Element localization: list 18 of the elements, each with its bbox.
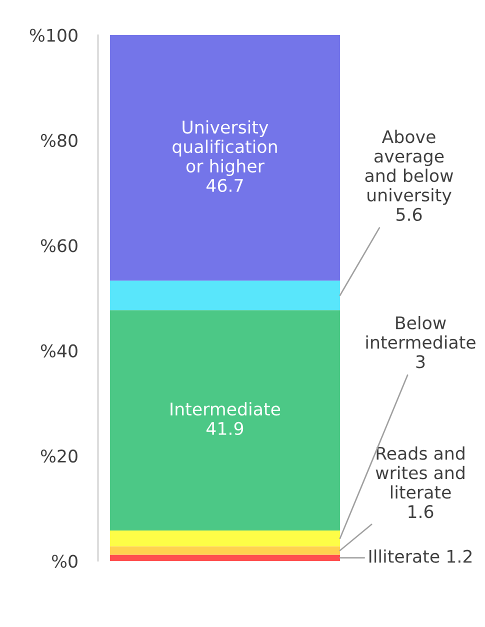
text: Reads and writes and literate 1.6 — [376, 446, 464, 518]
bar — [110, 280, 340, 310]
text: Below intermediate 3 — [366, 316, 476, 368]
bar — [110, 530, 340, 546]
y-tick-label: %0 — [52, 554, 78, 568]
data-label: 41.9 — [206, 422, 244, 436]
series-label: University qualification or higher — [172, 120, 277, 176]
text: Above average and below university 5.6 — [365, 130, 454, 221]
data-label: 46.7 — [206, 178, 243, 192]
y-tick-label: %40 — [40, 344, 78, 358]
series-label: Intermediate — [170, 402, 280, 416]
y-tick-label: %80 — [40, 134, 78, 148]
text: Illiterate 1.2 — [369, 549, 472, 563]
y-tick-label: %100 — [30, 28, 78, 42]
bar — [110, 554, 340, 561]
y-tick-label: %20 — [40, 450, 78, 463]
bar — [110, 546, 340, 555]
y-tick-label: %60 — [40, 239, 78, 252]
